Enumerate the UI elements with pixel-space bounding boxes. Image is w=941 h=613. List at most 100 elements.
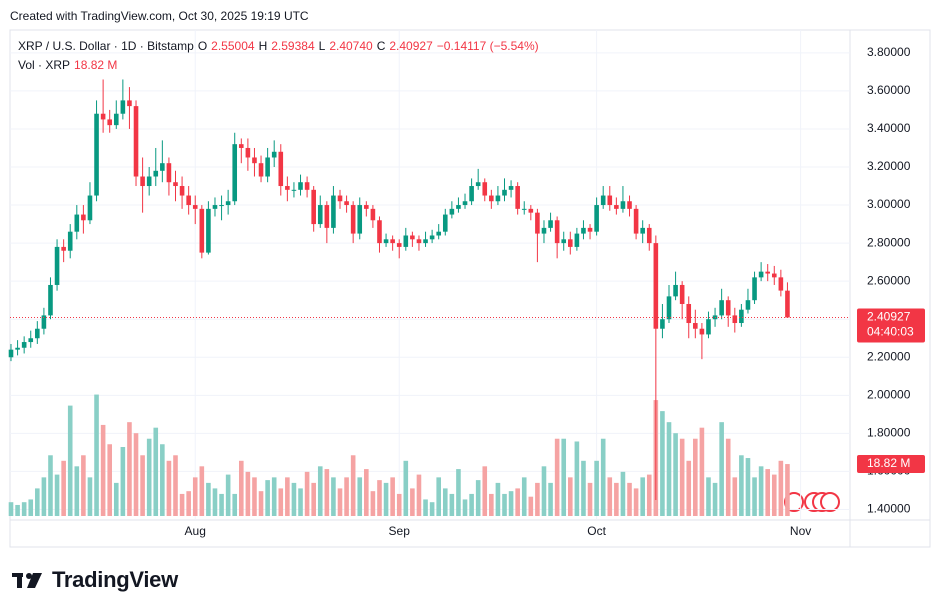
candle-body bbox=[390, 239, 395, 244]
candle-body bbox=[752, 277, 757, 301]
volume-bar bbox=[541, 466, 547, 516]
volume-bar bbox=[535, 482, 540, 516]
candle-body bbox=[456, 205, 461, 209]
y-tick-label: 3.40000 bbox=[867, 121, 911, 135]
y-tick-label: 1.40000 bbox=[867, 502, 911, 516]
volume-bar bbox=[495, 482, 501, 516]
candle-body bbox=[140, 176, 145, 187]
volume-bar bbox=[28, 499, 34, 516]
candle-body bbox=[324, 205, 330, 228]
volume-bar bbox=[304, 471, 310, 516]
volume-bar bbox=[771, 474, 777, 516]
volume-bar bbox=[475, 480, 481, 516]
volume-bar bbox=[127, 422, 132, 516]
candle-body bbox=[350, 205, 356, 234]
volume-bar bbox=[311, 482, 316, 516]
candle-body bbox=[561, 239, 567, 244]
candle-body bbox=[146, 176, 152, 187]
volume-bar bbox=[712, 482, 718, 516]
volume-bar bbox=[186, 491, 191, 516]
volume-bar bbox=[594, 460, 599, 516]
candle-body bbox=[521, 208, 527, 210]
volume-bar bbox=[568, 477, 573, 516]
volume-bar bbox=[252, 477, 257, 516]
volume-bar bbox=[554, 438, 560, 516]
candle-body bbox=[94, 113, 99, 196]
volume-bar bbox=[633, 488, 639, 516]
volume-bar bbox=[765, 469, 770, 516]
volume-bar bbox=[462, 499, 468, 516]
volume-bar bbox=[331, 477, 336, 516]
candle-body bbox=[541, 227, 547, 234]
volume-bar bbox=[74, 466, 80, 516]
candle-body bbox=[515, 186, 520, 209]
volume-bar bbox=[587, 482, 593, 516]
volume-bar bbox=[61, 460, 66, 516]
candle-body bbox=[594, 205, 599, 232]
candle-body bbox=[475, 182, 481, 187]
brand-logo bbox=[12, 573, 42, 588]
candle-body bbox=[107, 119, 112, 126]
volume-bar bbox=[225, 474, 231, 516]
volume-bar bbox=[561, 438, 567, 516]
candle-body bbox=[127, 100, 132, 107]
countdown-label: 04:40:03 bbox=[867, 325, 914, 339]
last-price-badge bbox=[857, 308, 925, 343]
candle-body bbox=[383, 239, 389, 244]
volume-bar bbox=[673, 433, 678, 516]
volume-bar bbox=[627, 482, 632, 516]
candle-body bbox=[587, 227, 593, 232]
candle-body bbox=[232, 144, 238, 202]
volume-bar bbox=[719, 422, 724, 516]
candle-body bbox=[739, 309, 744, 324]
candle-body bbox=[113, 113, 119, 126]
volume-bar bbox=[48, 455, 53, 516]
candle-body bbox=[693, 323, 698, 329]
candle-body bbox=[219, 205, 224, 207]
candle-body bbox=[679, 284, 685, 304]
volume-badge bbox=[857, 455, 925, 474]
candle-body bbox=[620, 201, 626, 209]
volume-bar bbox=[21, 502, 27, 516]
volume-bar bbox=[239, 460, 244, 516]
volume-bar bbox=[515, 488, 520, 516]
volume-bar bbox=[403, 460, 409, 516]
volume-bar bbox=[179, 493, 185, 516]
volume-bar bbox=[396, 493, 402, 516]
series-name: XRP / U.S. Dollar · 1D · Bitstamp bbox=[18, 39, 194, 53]
legend-value: 2.40740 bbox=[329, 39, 373, 53]
candle-body bbox=[212, 205, 218, 209]
y-tick-label: 3.00000 bbox=[867, 197, 911, 211]
volume-bar bbox=[607, 477, 613, 516]
legend-key: H bbox=[258, 39, 268, 53]
candle-body bbox=[377, 220, 382, 244]
candle-body bbox=[469, 186, 474, 202]
candle-body bbox=[489, 195, 494, 202]
candle-body bbox=[271, 151, 277, 158]
y-tick-label: 2.20000 bbox=[867, 349, 911, 363]
volume-bar bbox=[350, 455, 356, 516]
volume-bar bbox=[383, 482, 389, 516]
legend-value: 2.59384 bbox=[271, 39, 315, 53]
volume-bar bbox=[199, 466, 205, 516]
candle-body bbox=[245, 147, 251, 158]
volume-bar bbox=[87, 477, 93, 516]
legend-value: 2.40927 bbox=[389, 39, 433, 53]
volume-bar bbox=[469, 493, 474, 516]
volume-bar bbox=[160, 444, 165, 516]
candle-body bbox=[285, 186, 290, 190]
candle-body bbox=[41, 315, 47, 329]
volume-bar bbox=[508, 491, 514, 516]
volume-bar bbox=[298, 488, 303, 516]
candle-body bbox=[35, 328, 40, 339]
volume-bar bbox=[693, 438, 698, 516]
volume-bar bbox=[416, 474, 422, 516]
volume-badge-label: 18.82 M bbox=[867, 456, 910, 470]
candle-body bbox=[660, 319, 665, 329]
candle-body bbox=[258, 163, 264, 177]
y-tick-label: 3.80000 bbox=[867, 45, 911, 59]
candle-body bbox=[61, 246, 66, 251]
volume-bar bbox=[258, 491, 264, 516]
candle-body bbox=[199, 208, 205, 253]
